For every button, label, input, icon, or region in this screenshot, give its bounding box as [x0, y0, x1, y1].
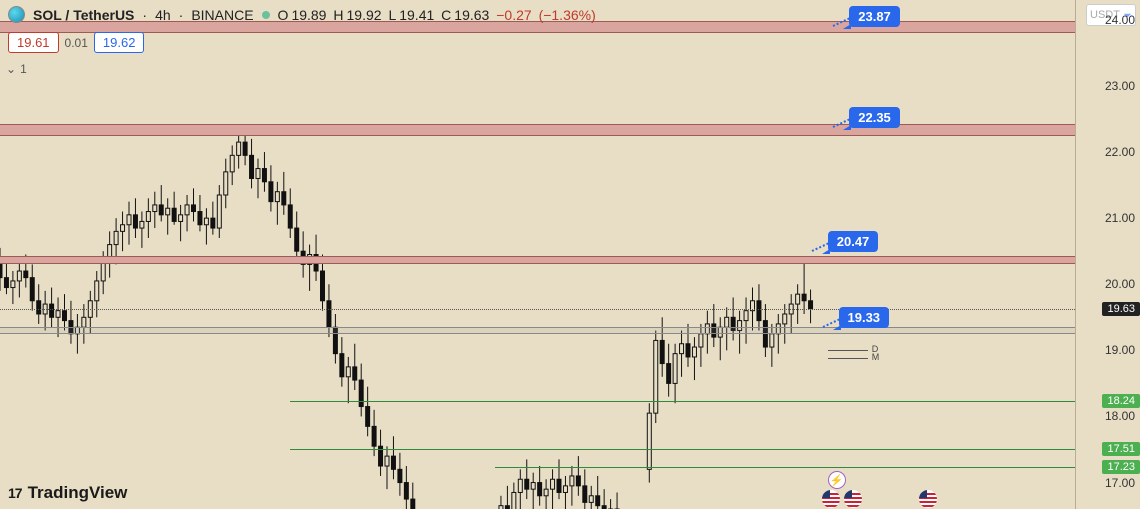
flag-icon[interactable] [919, 490, 937, 508]
y-axis-tick: 17.00 [1105, 476, 1135, 490]
bid-ask-row: 19.61 0.01 19.62 [8, 32, 144, 53]
flag-icon[interactable] [844, 490, 862, 508]
period-open-line [828, 358, 868, 359]
y-axis-tick: 19.00 [1105, 343, 1135, 357]
symbol-name[interactable]: SOL / TetherUS [33, 7, 134, 23]
y-axis-tick: 24.00 [1105, 13, 1135, 27]
period-open-label: M [872, 352, 880, 362]
price-axis-badge: 17.23 [1102, 460, 1140, 474]
bid-price[interactable]: 19.61 [8, 32, 59, 53]
ask-price[interactable]: 19.62 [94, 32, 145, 53]
y-axis-tick: 23.00 [1105, 79, 1135, 93]
interval-label[interactable]: 4h [155, 7, 171, 23]
candlestick-series [0, 0, 1075, 509]
y-axis-tick: 22.00 [1105, 145, 1135, 159]
price-callout[interactable]: 20.47 [828, 231, 879, 252]
indicator-count: 1 [20, 62, 27, 76]
price-axis-badge: 19.63 [1102, 302, 1140, 316]
price-axis[interactable]: USDT 24.0023.0022.0021.0020.0019.0018.00… [1075, 0, 1140, 509]
last-price-line [0, 309, 1075, 310]
gray-zone [0, 327, 1075, 335]
chart-container: DMW23.8722.3520.4719.33⚡ USDT 24.0023.00… [0, 0, 1140, 509]
resistance-zone [0, 256, 1075, 264]
chevron-down-icon: ⌄ [6, 62, 16, 76]
price-callout[interactable]: 22.35 [849, 107, 900, 128]
y-axis-tick: 21.00 [1105, 211, 1135, 225]
ohlc-readout: O19.89 H19.92 L19.41 C19.63 −0.27 (−1.36… [278, 7, 599, 23]
price-callout[interactable]: 23.87 [849, 6, 900, 27]
price-callout[interactable]: 19.33 [839, 307, 890, 328]
support-line [290, 449, 1075, 450]
y-axis-tick: 18.00 [1105, 409, 1135, 423]
market-status-icon [262, 11, 270, 19]
indicator-collapse[interactable]: ⌄ 1 [6, 62, 27, 76]
symbol-header: SOL / TetherUS · 4h · BINANCE O19.89 H19… [8, 6, 599, 23]
tv-logo-mark: 17 [8, 485, 22, 501]
tv-logo-text: TradingView [28, 483, 128, 503]
symbol-icon [8, 6, 25, 23]
support-line [495, 467, 1076, 468]
y-axis-tick: 20.00 [1105, 277, 1135, 291]
exchange-label: BINANCE [191, 7, 253, 23]
period-open-line [828, 350, 868, 351]
price-axis-badge: 17.51 [1102, 442, 1140, 456]
lightning-icon[interactable]: ⚡ [828, 471, 846, 489]
spread-value: 0.01 [65, 36, 88, 50]
chart-plot-area[interactable]: DMW23.8722.3520.4719.33⚡ [0, 0, 1075, 509]
price-axis-badge: 18.24 [1102, 394, 1140, 408]
tradingview-logo: 17 TradingView [8, 483, 127, 503]
support-line [290, 401, 1075, 402]
resistance-zone [0, 124, 1075, 135]
